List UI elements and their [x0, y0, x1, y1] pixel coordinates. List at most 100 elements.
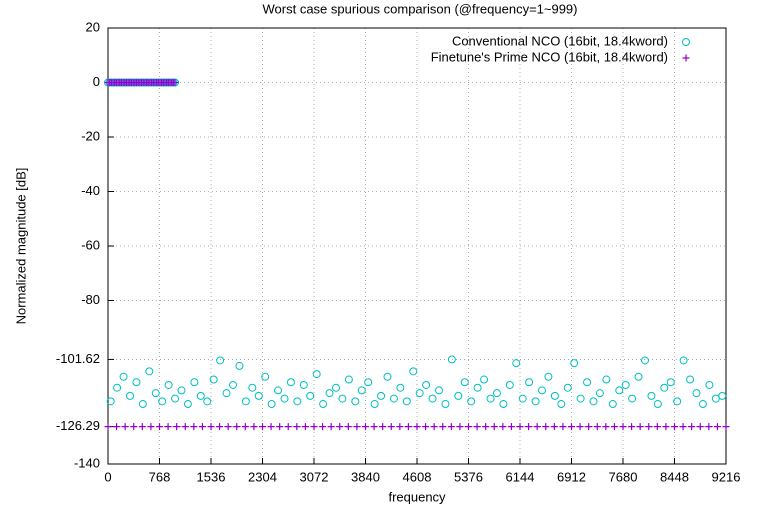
circle-marker [616, 387, 623, 394]
circle-marker [217, 357, 224, 364]
circle-marker [410, 368, 417, 375]
plus-marker [199, 423, 206, 430]
plus-marker [302, 423, 309, 430]
circle-marker [326, 390, 333, 397]
plus-marker [147, 423, 154, 430]
circle-marker [693, 390, 700, 397]
plus-marker [259, 423, 266, 430]
legend-label: Conventional NCO (16bit, 18.4kword) [452, 33, 668, 48]
plus-marker [319, 423, 326, 430]
circle-marker [300, 381, 307, 388]
circle-marker [178, 387, 185, 394]
plus-marker [637, 423, 644, 430]
circle-marker [371, 401, 378, 408]
circle-marker [687, 376, 694, 383]
plus-marker [662, 423, 669, 430]
legend-label: Finetune's Prime NCO (16bit, 18.4kword) [431, 49, 668, 64]
x-tick-label: 5376 [454, 469, 483, 484]
plus-marker [362, 423, 369, 430]
plus-marker [628, 423, 635, 430]
circle-marker [558, 401, 565, 408]
plus-marker [165, 423, 172, 430]
plus-marker [517, 423, 524, 430]
circle-marker [577, 395, 584, 402]
circle-marker [345, 376, 352, 383]
plus-marker [105, 423, 112, 430]
x-tick-label: 6912 [557, 469, 586, 484]
circle-marker [680, 357, 687, 364]
plus-marker [577, 423, 584, 430]
plus-marker [645, 423, 652, 430]
y-tick-label: 0 [93, 74, 100, 89]
y-tick-label: -126.29 [56, 418, 100, 433]
circle-marker [146, 368, 153, 375]
circle-marker [661, 384, 668, 391]
circle-marker [590, 398, 597, 405]
circle-marker [526, 379, 533, 386]
circle-marker [126, 392, 133, 399]
circle-marker [435, 387, 442, 394]
x-tick-label: 3840 [351, 469, 380, 484]
circle-marker [506, 381, 513, 388]
circle-marker [365, 379, 372, 386]
circle-marker [706, 381, 713, 388]
y-axis-label: Normalized magnitude [dB] [13, 168, 28, 325]
plus-marker [311, 423, 318, 430]
x-tick-label: 8448 [660, 469, 689, 484]
plus-marker [173, 423, 180, 430]
plus-marker [225, 423, 232, 430]
plus-marker [482, 423, 489, 430]
circle-marker [204, 398, 211, 405]
circle-marker [487, 395, 494, 402]
circle-marker [596, 390, 603, 397]
plus-marker [602, 423, 609, 430]
y-tick-label: -60 [81, 237, 100, 252]
circle-marker [564, 384, 571, 391]
circle-marker [667, 379, 674, 386]
plus-marker [371, 423, 378, 430]
x-tick-label: 9216 [712, 469, 741, 484]
circle-marker [545, 373, 552, 380]
plus-marker [714, 423, 721, 430]
circle-marker [352, 398, 359, 405]
circle-marker [532, 398, 539, 405]
plus-marker [422, 423, 429, 430]
plus-marker [534, 423, 541, 430]
plus-marker [723, 423, 730, 430]
circle-marker [603, 376, 610, 383]
circle-marker [120, 373, 127, 380]
circle-marker [519, 395, 526, 402]
circle-marker [184, 401, 191, 408]
circle-marker [249, 384, 256, 391]
x-tick-label: 7680 [609, 469, 638, 484]
plus-marker [250, 423, 257, 430]
circle-marker [152, 390, 159, 397]
circle-marker [654, 401, 661, 408]
plus-marker [559, 423, 566, 430]
circle-marker [255, 392, 262, 399]
plus-marker [439, 423, 446, 430]
chart-title: Worst case spurious comparison (@frequen… [263, 1, 578, 16]
x-tick-label: 6144 [506, 469, 535, 484]
plus-marker [568, 423, 575, 430]
circle-marker [313, 371, 320, 378]
legend-marker [683, 39, 690, 46]
plus-marker [448, 423, 455, 430]
circle-marker [699, 401, 706, 408]
circle-marker [493, 390, 500, 397]
circle-marker [629, 395, 636, 402]
plus-marker [594, 423, 601, 430]
y-tick-label: -40 [81, 183, 100, 198]
plus-marker [465, 423, 472, 430]
x-tick-label: 768 [149, 469, 171, 484]
y-tick-label: -101.62 [56, 351, 100, 366]
circle-marker [390, 395, 397, 402]
plus-marker [328, 423, 335, 430]
circle-marker [513, 360, 520, 367]
x-tick-label: 1536 [197, 469, 226, 484]
y-tick-label: -140 [74, 455, 100, 470]
circle-marker [281, 395, 288, 402]
plus-marker [620, 423, 627, 430]
plus-marker [456, 423, 463, 430]
